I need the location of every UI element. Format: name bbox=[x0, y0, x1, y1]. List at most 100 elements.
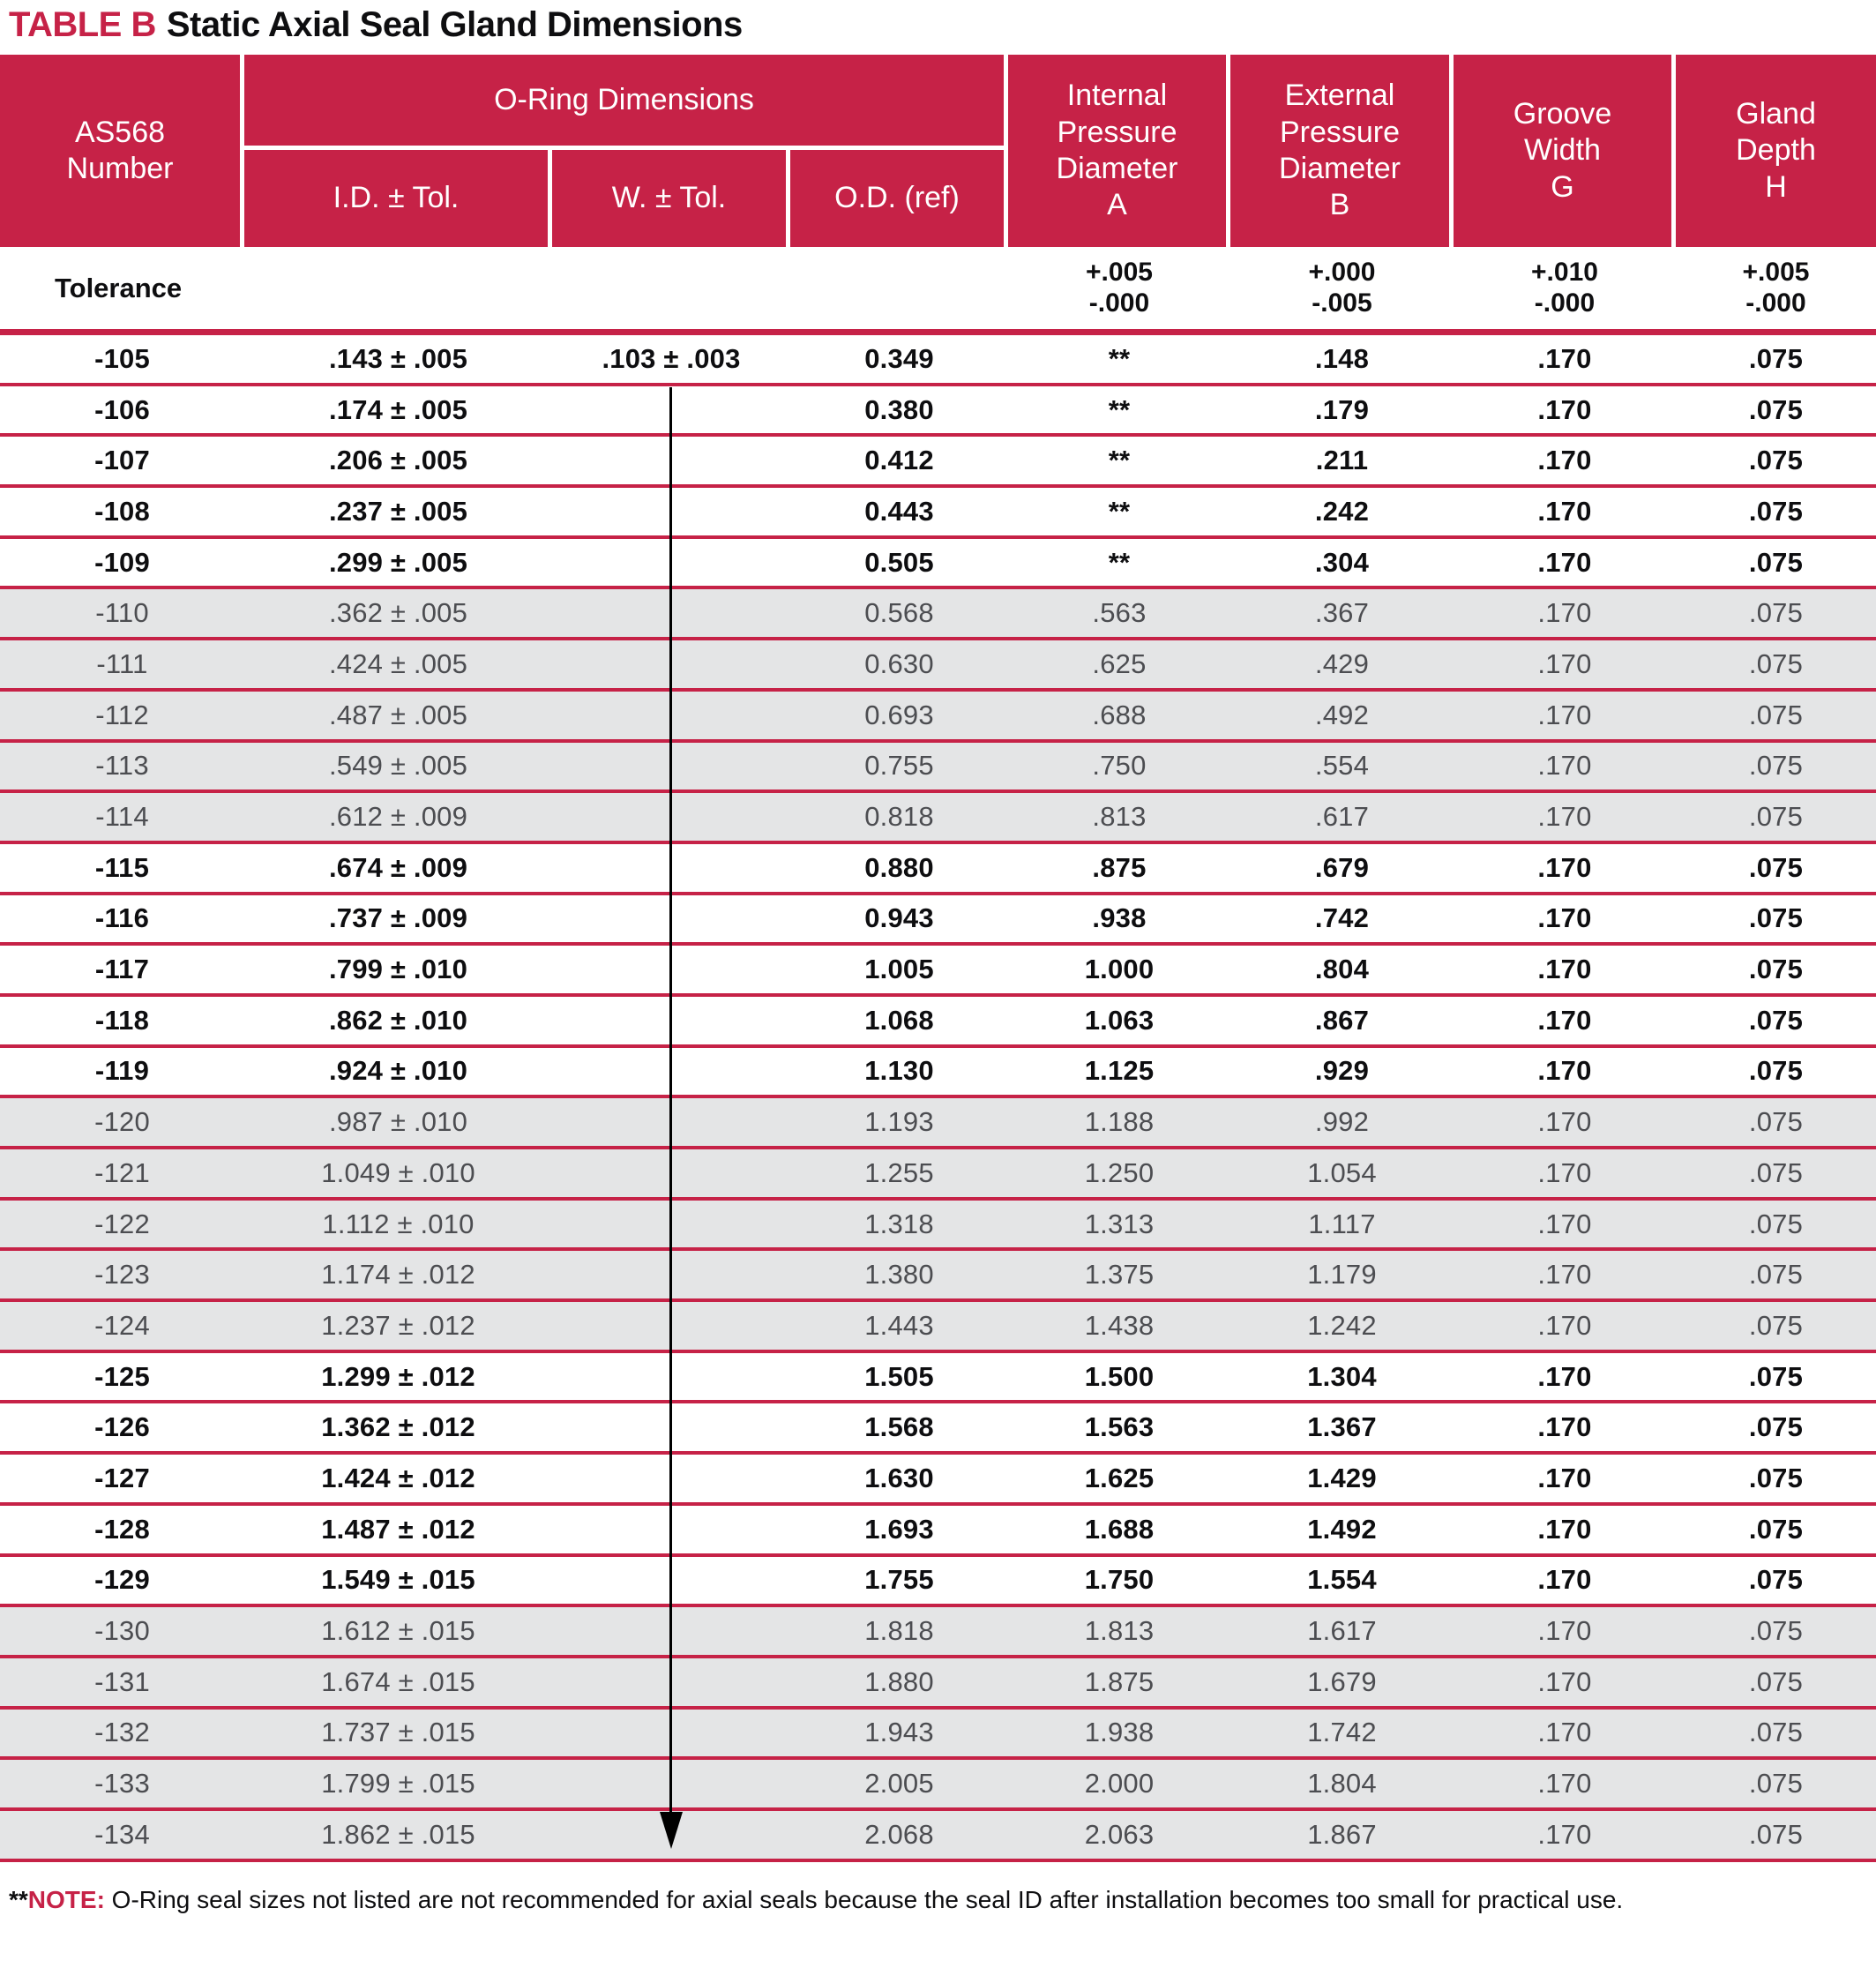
cell-b: .679 bbox=[1230, 843, 1454, 895]
cell-id: .549 ± .005 bbox=[244, 742, 552, 794]
cell-od: 1.630 bbox=[790, 1455, 1008, 1506]
cell-od: 1.818 bbox=[790, 1607, 1008, 1658]
cell-b: 1.179 bbox=[1230, 1251, 1454, 1303]
cell-a: 1.938 bbox=[1008, 1709, 1230, 1761]
table-row: -107.206 ± .005 0.412 ** .211.170.075 bbox=[0, 437, 1876, 489]
cell-as568: -124 bbox=[0, 1302, 244, 1353]
cell-a: .813 bbox=[1008, 793, 1230, 844]
cell-b: .242 bbox=[1230, 488, 1454, 539]
cell-id: .799 ± .010 bbox=[244, 946, 552, 997]
table-row: -109.299 ± .005 0.505 ** .304.170.075 bbox=[0, 538, 1876, 590]
header-w-tol: W. ± Tol. bbox=[552, 150, 790, 247]
cell-h: .075 bbox=[1676, 488, 1876, 539]
cell-a: .750 bbox=[1008, 742, 1230, 794]
cell-od: 0.505 bbox=[790, 538, 1008, 590]
cell-h: .075 bbox=[1676, 589, 1876, 641]
cell-id: .487 ± .005 bbox=[244, 691, 552, 743]
cell-od: 1.255 bbox=[790, 1149, 1008, 1201]
cell-h: .075 bbox=[1676, 335, 1876, 386]
table-row: -130 1.612 ± .015 1.818 1.813 1.617.170.075 bbox=[0, 1607, 1876, 1658]
cell-g: .170 bbox=[1454, 488, 1676, 539]
cell-od: 0.568 bbox=[790, 589, 1008, 641]
tolerance-empty-cell bbox=[790, 247, 1008, 335]
cell-id: .206 ± .005 bbox=[244, 437, 552, 489]
table-row: -115.674 ± .009 0.880.875.679.170.075 bbox=[0, 843, 1876, 895]
cell-b: 1.867 bbox=[1230, 1810, 1454, 1862]
cell-a: 2.000 bbox=[1008, 1760, 1230, 1811]
cell-a: 1.875 bbox=[1008, 1657, 1230, 1710]
cell-b: 1.054 bbox=[1230, 1149, 1454, 1201]
cell-b: 1.304 bbox=[1230, 1352, 1454, 1404]
table-header: AS568 Number O-Ring Dimensions Internal … bbox=[0, 55, 1876, 247]
table-row: -123 1.174 ± .012 1.380 1.375 1.179.170.075 bbox=[0, 1251, 1876, 1303]
cell-a: 1.813 bbox=[1008, 1607, 1230, 1658]
cell-a: 1.625 bbox=[1008, 1455, 1230, 1506]
cell-a: .563 bbox=[1008, 589, 1230, 641]
cell-a: 1.063 bbox=[1008, 996, 1230, 1048]
cell-b: .304 bbox=[1230, 538, 1454, 590]
cell-as568: -126 bbox=[0, 1403, 244, 1455]
cell-a: ** bbox=[1008, 488, 1230, 539]
cell-h: .075 bbox=[1676, 640, 1876, 692]
cell-id: .174 ± .005 bbox=[244, 385, 552, 438]
cell-h: .075 bbox=[1676, 1607, 1876, 1658]
cell-h: .075 bbox=[1676, 1709, 1876, 1761]
cell-od: 0.818 bbox=[790, 793, 1008, 844]
cell-g: .170 bbox=[1454, 385, 1676, 438]
cell-a: 1.188 bbox=[1008, 1098, 1230, 1149]
cell-as568: -128 bbox=[0, 1505, 244, 1557]
cell-b: 1.492 bbox=[1230, 1505, 1454, 1557]
cell-as568: -129 bbox=[0, 1556, 244, 1608]
cell-a: .938 bbox=[1008, 894, 1230, 947]
cell-id: 1.487 ± .012 bbox=[244, 1505, 552, 1557]
header-gland-depth-h: Gland Depth H bbox=[1676, 55, 1876, 247]
table-row: -110.362 ± .005 0.568.563.367.170.075 bbox=[0, 589, 1876, 641]
table-row: -124 1.237 ± .012 1.443 1.438 1.242.170.075 bbox=[0, 1302, 1876, 1353]
cell-b: .867 bbox=[1230, 996, 1454, 1048]
table-row: -131 1.674 ± .015 1.880 1.875 1.679.170.075 bbox=[0, 1657, 1876, 1710]
cell-b: .429 bbox=[1230, 640, 1454, 692]
cell-a: 1.313 bbox=[1008, 1200, 1230, 1252]
cell-as568: -110 bbox=[0, 589, 244, 641]
cell-h: .075 bbox=[1676, 793, 1876, 844]
cell-od: 1.005 bbox=[790, 946, 1008, 997]
table-row: -112.487 ± .005 0.693.688.492.170.075 bbox=[0, 691, 1876, 743]
table-row: -114.612 ± .009 0.818.813.617.170.075 bbox=[0, 793, 1876, 844]
cell-id: .299 ± .005 bbox=[244, 538, 552, 590]
table-row: -119.924 ± .010 1.130 1.125.929.170.075 bbox=[0, 1047, 1876, 1099]
cell-a: 1.000 bbox=[1008, 946, 1230, 997]
cell-g: .170 bbox=[1454, 1403, 1676, 1455]
cell-h: .075 bbox=[1676, 894, 1876, 947]
table-row: -111.424 ± .005 0.630.625.429.170.075 bbox=[0, 640, 1876, 692]
table-row: -105.143 ± .005.103 ± .003 0.349 ** .148.17… bbox=[0, 335, 1876, 386]
w-continuation-arrow-head bbox=[660, 1812, 683, 1849]
cell-od: 1.130 bbox=[790, 1047, 1008, 1099]
cell-od: 0.630 bbox=[790, 640, 1008, 692]
cell-g: .170 bbox=[1454, 1455, 1676, 1506]
cell-as568: -106 bbox=[0, 385, 244, 438]
table-row: -127 1.424 ± .012 1.630 1.625 1.429.170.075 bbox=[0, 1455, 1876, 1506]
table-row: -116.737 ± .009 0.943.938.742.170.075 bbox=[0, 894, 1876, 947]
cell-h: .075 bbox=[1676, 1200, 1876, 1252]
cell-g: .170 bbox=[1454, 1200, 1676, 1252]
header-external-pressure-diameter-b: External Pressure Diameter B bbox=[1230, 55, 1454, 247]
cell-g: .170 bbox=[1454, 793, 1676, 844]
table-title-text: Static Axial Seal Gland Dimensions bbox=[166, 5, 743, 44]
cell-as568: -105 bbox=[0, 335, 244, 386]
cell-h: .075 bbox=[1676, 691, 1876, 743]
cell-g: .170 bbox=[1454, 589, 1676, 641]
cell-id: 1.549 ± .015 bbox=[244, 1556, 552, 1608]
cell-h: .075 bbox=[1676, 1403, 1876, 1455]
table-row: -118.862 ± .010 1.068 1.063.867.170.075 bbox=[0, 996, 1876, 1048]
cell-h: .075 bbox=[1676, 1047, 1876, 1099]
tolerance-a: +.005 -.000 bbox=[1008, 247, 1230, 335]
page-title: TABLE B Static Axial Seal Gland Dimension… bbox=[9, 5, 743, 45]
cell-h: .075 bbox=[1676, 1810, 1876, 1862]
cell-as568: -118 bbox=[0, 996, 244, 1048]
cell-g: .170 bbox=[1454, 894, 1676, 947]
cell-g: .170 bbox=[1454, 691, 1676, 743]
cell-g: .170 bbox=[1454, 1149, 1676, 1201]
cell-od: 1.068 bbox=[790, 996, 1008, 1048]
cell-h: .075 bbox=[1676, 385, 1876, 438]
